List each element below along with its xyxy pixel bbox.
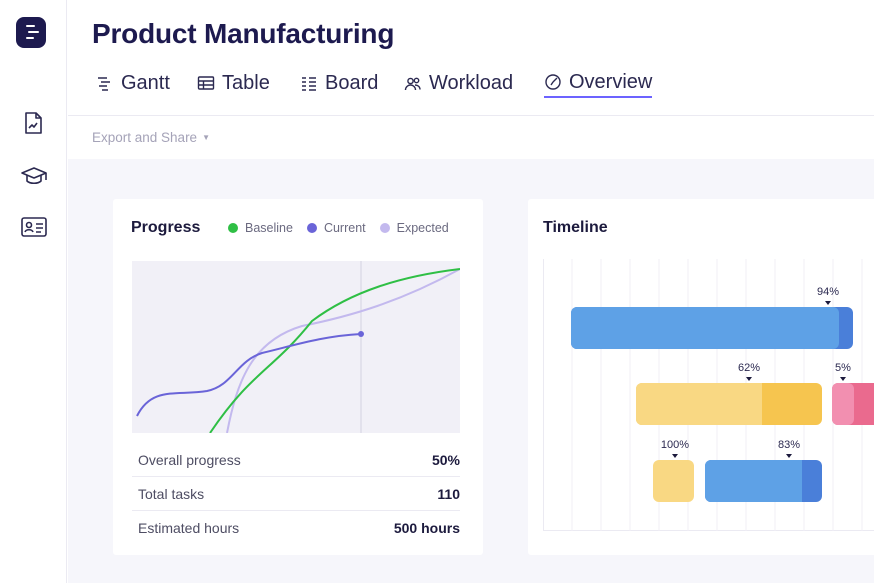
workload-icon: [404, 77, 421, 91]
page-title: Product Manufacturing: [92, 18, 395, 49]
timeline-bar[interactable]: 5%: [832, 362, 874, 425]
export-share-label: Export and Share: [92, 130, 198, 145]
tab-table[interactable]: Table: [197, 68, 270, 98]
progress-chart: [132, 261, 460, 433]
timeline-bar[interactable]: 94%: [571, 286, 853, 349]
overview-content: Progress Baseline Current Expected: [68, 159, 874, 583]
progress-legend: Baseline Current Expected: [228, 221, 449, 235]
caret-down-icon: ▼: [202, 133, 210, 142]
tab-overview[interactable]: Overview: [544, 68, 653, 98]
progress-chart-svg: [136, 261, 460, 433]
expected-dot-icon: [379, 223, 390, 233]
tab-overview-label: Overview: [569, 70, 653, 93]
stat-label: Overall progress: [138, 451, 241, 468]
caret-down-icon: [746, 377, 752, 381]
table-icon: [197, 76, 215, 90]
stat-value: 50%: [431, 451, 460, 468]
document-icon[interactable]: [20, 110, 46, 136]
tab-table-label: Table: [222, 71, 270, 94]
stat-value: 110: [437, 485, 460, 502]
page-header: Product Manufacturing Gantt Table Board …: [68, 0, 874, 116]
tab-gantt[interactable]: Gantt: [96, 68, 170, 98]
timeline-bar[interactable]: 83%: [705, 439, 822, 502]
timeline-svg: 94% 62% 5%: [571, 259, 874, 531]
current-line: [136, 333, 362, 417]
progress-stats: Overall progress 50% Total tasks 110 Est…: [132, 443, 460, 545]
timeline-bar[interactable]: 62%: [636, 362, 822, 425]
baseline-dot-icon: [228, 223, 238, 233]
timeline-card-title: Timeline: [543, 219, 608, 236]
bar-percent-label: 83%: [778, 439, 800, 451]
stat-label: Estimated hours: [138, 520, 240, 536]
legend-baseline[interactable]: Baseline: [228, 221, 293, 235]
timeline-chart: 94% 62% 5%: [543, 259, 874, 531]
progress-card: Progress Baseline Current Expected: [113, 199, 483, 555]
stat-overall-progress: Overall progress 50%: [132, 443, 460, 477]
left-rail: [0, 0, 67, 583]
baseline-line: [209, 268, 460, 433]
app-logo-icon[interactable]: [16, 17, 46, 48]
contact-card-icon[interactable]: [20, 214, 47, 240]
legend-current[interactable]: Current: [306, 221, 366, 235]
legend-expected-label: Expected: [396, 221, 449, 235]
stat-value: 500 hours: [393, 520, 460, 536]
tab-workload[interactable]: Workload: [404, 68, 513, 98]
expected-line: [226, 268, 460, 433]
stat-estimated-hours: Estimated hours 500 hours: [132, 511, 460, 545]
overview-icon: [545, 74, 561, 90]
tab-workload-label: Workload: [429, 71, 514, 94]
timeline-bar[interactable]: 100%: [653, 439, 694, 502]
gantt-icon: [98, 77, 110, 91]
bar-percent-label: 94%: [817, 286, 839, 298]
tab-board-label: Board: [325, 71, 379, 94]
graduation-cap-icon[interactable]: [20, 163, 47, 189]
caret-down-icon: [840, 377, 846, 381]
export-share-button[interactable]: Export and Share ▼: [92, 130, 210, 145]
bar-percent-label: 100%: [661, 439, 689, 451]
toolbar: Export and Share ▼: [68, 117, 874, 159]
timeline-card: Timeline: [528, 199, 874, 555]
caret-down-icon: [825, 301, 831, 305]
tab-gantt-label: Gantt: [121, 71, 170, 94]
bar-percent-label: 5%: [835, 362, 851, 374]
board-icon: [302, 77, 316, 91]
current-dot-icon: [306, 223, 317, 233]
legend-baseline-label: Baseline: [245, 221, 293, 235]
stat-total-tasks: Total tasks 110: [132, 477, 460, 511]
legend-expected[interactable]: Expected: [379, 221, 449, 235]
caret-down-icon: [786, 454, 792, 458]
tab-board[interactable]: Board: [300, 68, 378, 98]
caret-down-icon: [672, 454, 678, 458]
current-endpoint: [358, 331, 364, 337]
legend-current-label: Current: [323, 221, 366, 235]
stat-label: Total tasks: [138, 485, 205, 502]
progress-card-title: Progress: [131, 219, 201, 236]
bar-percent-label: 62%: [738, 362, 760, 374]
